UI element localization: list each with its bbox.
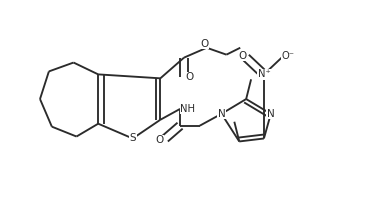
- Text: O⁻: O⁻: [281, 51, 294, 61]
- Text: O: O: [238, 51, 246, 61]
- Text: S: S: [129, 133, 136, 143]
- Text: N⁺: N⁺: [257, 69, 270, 79]
- Text: N: N: [218, 109, 225, 119]
- Text: O: O: [186, 72, 194, 82]
- Text: O: O: [155, 135, 164, 145]
- Text: O: O: [201, 39, 209, 49]
- Text: N: N: [267, 109, 275, 119]
- Text: NH: NH: [180, 104, 196, 114]
